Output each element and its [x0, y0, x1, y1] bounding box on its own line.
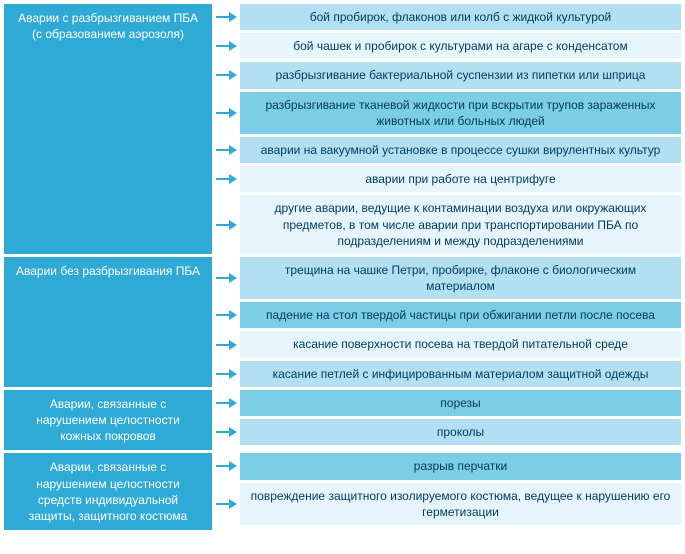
- item-row: бой пробирок, флаконов или колб с жидкой…: [215, 4, 681, 30]
- items-column: порезы проколы: [215, 390, 681, 451]
- arrow-icon: [215, 166, 237, 192]
- arrow-icon: [215, 257, 237, 299]
- item-box: другие аварии, ведущие к контаминации во…: [240, 195, 681, 254]
- classification-diagram: Аварии с разбрызгиванием ПБА (с образова…: [4, 4, 681, 530]
- item-box: разбрызгивание бактериальной суспензии и…: [240, 62, 681, 88]
- item-row: трещина на чашке Петри, пробирке, флакон…: [215, 257, 681, 299]
- item-box: касание петлей с инфицированным материал…: [240, 361, 681, 387]
- item-box: бой чашек и пробирок с культурами на ага…: [240, 33, 681, 59]
- arrow-icon: [215, 483, 237, 525]
- arrow-icon: [215, 390, 237, 416]
- items-column: разрыв перчатки повреждение защитного изо…: [215, 453, 681, 530]
- arrow-icon: [215, 62, 237, 88]
- arrow-icon: [215, 33, 237, 59]
- category-box: Аварии, связанные с нарушением целостнос…: [4, 453, 212, 530]
- item-row: разрыв перчатки: [215, 453, 681, 479]
- item-row: разбрызгивание бактериальной суспензии и…: [215, 62, 681, 88]
- item-row: бой чашек и пробирок с культурами на ага…: [215, 33, 681, 59]
- item-row: касание петлей с инфицированным материал…: [215, 361, 681, 387]
- item-row: аварии на вакуумной установке в процессе…: [215, 137, 681, 163]
- arrow-icon: [215, 195, 237, 254]
- item-box: трещина на чашке Петри, пробирке, флакон…: [240, 257, 681, 299]
- item-row: порезы: [215, 390, 681, 416]
- item-box: повреждение защитного изолируемого костю…: [240, 483, 681, 525]
- item-box: касание поверхности посева на твердой пи…: [240, 331, 681, 357]
- items-column: бой пробирок, флаконов или колб с жидкой…: [215, 4, 681, 254]
- item-box: порезы: [240, 390, 681, 416]
- category-box: Аварии, связанные с нарушением целостнос…: [4, 390, 212, 451]
- item-box: разрыв перчатки: [240, 453, 681, 479]
- arrow-icon: [215, 361, 237, 387]
- arrow-icon: [215, 4, 237, 30]
- item-box: проколы: [240, 419, 681, 445]
- group: Аварии, связанные с нарушением целостнос…: [4, 453, 681, 530]
- item-row: падение на стол твердой частицы при обжи…: [215, 302, 681, 328]
- item-box: аварии на вакуумной установке в процессе…: [240, 137, 681, 163]
- item-row: аварии при работе на центрифуге: [215, 166, 681, 192]
- item-box: падение на стол твердой частицы при обжи…: [240, 302, 681, 328]
- item-box: разбрызгивание тканевой жидкости при вск…: [240, 92, 681, 134]
- arrow-icon: [215, 419, 237, 445]
- category-box: Аварии без разбрызгивания ПБА: [4, 257, 212, 387]
- group: Аварии с разбрызгиванием ПБА (с образова…: [4, 4, 681, 254]
- arrow-icon: [215, 92, 237, 134]
- item-box: аварии при работе на центрифуге: [240, 166, 681, 192]
- arrow-icon: [215, 453, 237, 479]
- arrow-icon: [215, 137, 237, 163]
- arrow-icon: [215, 331, 237, 357]
- items-column: трещина на чашке Петри, пробирке, флакон…: [215, 257, 681, 387]
- item-row: другие аварии, ведущие к контаминации во…: [215, 195, 681, 254]
- arrow-icon: [215, 302, 237, 328]
- item-row: проколы: [215, 419, 681, 445]
- group: Аварии, связанные с нарушением целостнос…: [4, 390, 681, 451]
- category-box: Аварии с разбрызгиванием ПБА (с образова…: [4, 4, 212, 254]
- item-row: касание поверхности посева на твердой пи…: [215, 331, 681, 357]
- group: Аварии без разбрызгивания ПБА трещина на …: [4, 257, 681, 387]
- item-row: повреждение защитного изолируемого костю…: [215, 483, 681, 525]
- item-row: разбрызгивание тканевой жидкости при вск…: [215, 92, 681, 134]
- item-box: бой пробирок, флаконов или колб с жидкой…: [240, 4, 681, 30]
